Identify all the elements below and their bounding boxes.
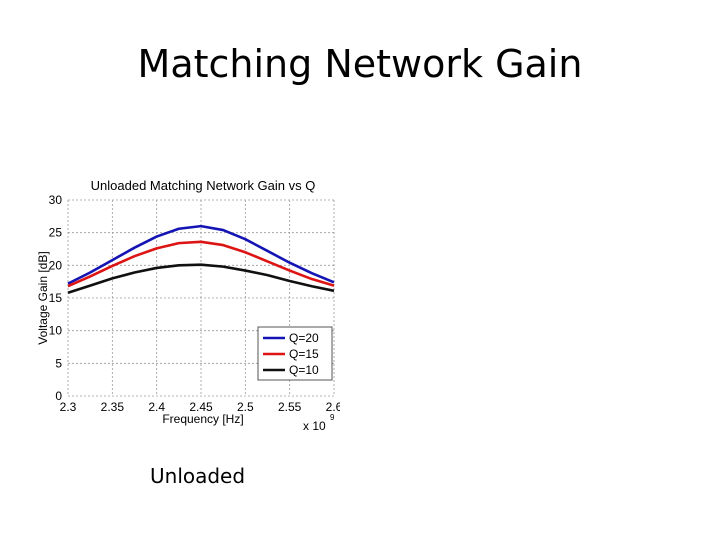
- voltage-gain-chart: Unloaded Matching Network Gain vs Q 2.3 2…: [36, 178, 340, 433]
- x-tick-label: 2.4: [148, 400, 165, 414]
- legend: Q=20 Q=15 Q=10: [257, 326, 333, 381]
- y-tick-label: 20: [49, 258, 63, 272]
- x-tick-label: 2.55: [278, 400, 302, 414]
- tick-labels: 2.3 2.35 2.4 2.45 2.5 2.55 2.6 0 5 10 15 20 25 30: [49, 193, 340, 414]
- series-line-q-15: [67, 240, 335, 288]
- series-line-q-10: [67, 263, 335, 295]
- chart-title: Unloaded Matching Network Gain vs Q: [91, 178, 316, 193]
- x-tick-label: 2.35: [101, 400, 125, 414]
- slide-title: Matching Network Gain: [137, 42, 583, 86]
- grid-lines: [67, 199, 335, 397]
- y-tick-label: 30: [49, 193, 63, 207]
- legend-entry: Q=15: [289, 347, 319, 361]
- x-tick-label: 2.5: [237, 400, 254, 414]
- y-tick-label: 25: [49, 226, 63, 240]
- series-lines: [67, 224, 335, 295]
- x-tick-label: 2.45: [189, 400, 213, 414]
- y-tick-label: 0: [55, 389, 62, 403]
- chart-caption: Unloaded: [150, 464, 246, 488]
- x-axis-multiplier-exponent: 9: [330, 413, 335, 422]
- y-tick-label: 5: [55, 356, 62, 370]
- x-tick-label: 2.6: [326, 400, 340, 414]
- y-tick-label: 10: [49, 324, 63, 338]
- series-line-q-20: [67, 224, 335, 285]
- x-tick-label: 2.3: [60, 400, 77, 414]
- legend-entry: Q=10: [289, 363, 319, 377]
- x-axis-label: Frequency [Hz]: [162, 412, 243, 426]
- x-axis-multiplier: x 10: [303, 419, 326, 433]
- y-tick-label: 15: [49, 291, 63, 305]
- legend-entry: Q=20: [289, 331, 319, 345]
- y-axis-label: Voltage Gain [dB]: [36, 251, 50, 344]
